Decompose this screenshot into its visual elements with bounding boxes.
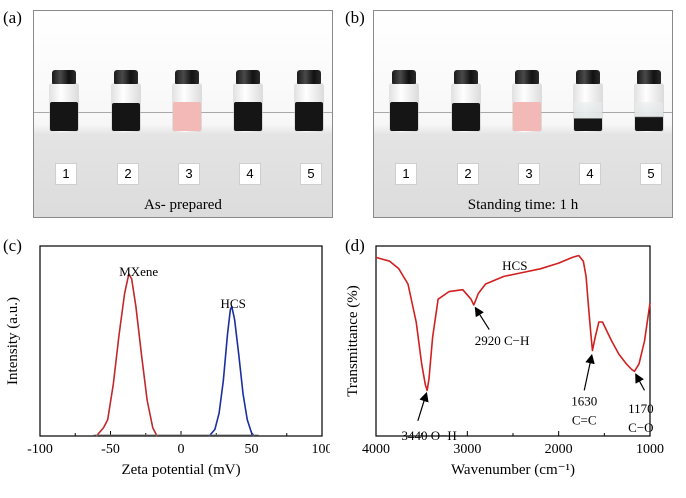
vial-glass xyxy=(634,83,664,132)
vial-cap xyxy=(576,70,600,84)
peak-annotation: 1170 xyxy=(628,401,654,416)
series-annotation: MXene xyxy=(119,264,158,279)
x-tick-label: -100 xyxy=(27,442,53,457)
vial-cap xyxy=(297,70,321,84)
vial-cap xyxy=(52,70,76,84)
zeta-potential-chart: -100 -50 0 50 100 Zeta potential (mV) Intensit… xyxy=(5,245,331,478)
vial-3 xyxy=(172,70,202,132)
vial-number-tag: 5 xyxy=(300,163,322,185)
vial-number-tag: 2 xyxy=(457,163,479,185)
vial-2 xyxy=(111,70,141,132)
vial-glass xyxy=(233,83,263,132)
vial-liquid xyxy=(452,102,480,131)
peak-annotation: 3440 O−H xyxy=(401,428,456,443)
panel-label-d: (d) xyxy=(345,236,365,255)
vial-1 xyxy=(49,70,79,132)
vial-liquid xyxy=(390,101,418,131)
series-line-mxene xyxy=(95,273,158,437)
vial-cap xyxy=(454,70,478,84)
vial-glass xyxy=(512,83,542,132)
vial-3 xyxy=(512,70,542,132)
x-tick-label: 2000 xyxy=(545,442,573,457)
vial-liquid xyxy=(574,101,602,131)
vial-liquid xyxy=(112,102,140,131)
vial-number-tag: 4 xyxy=(239,163,261,185)
vial-glass xyxy=(172,83,202,132)
vial-number-tag: 3 xyxy=(518,163,540,185)
x-tick-label: 3000 xyxy=(453,442,481,457)
vial-5 xyxy=(294,70,324,132)
vial-5 xyxy=(634,70,664,132)
vial-cap xyxy=(392,70,416,84)
vial-liquid xyxy=(234,101,262,131)
vial-cap xyxy=(175,70,199,84)
peak-annotation: 2920 C−H xyxy=(475,333,530,348)
vial-cap xyxy=(637,70,661,84)
photo-standing-1h: Standing time: 1 h 1 2 3 4 5 xyxy=(373,10,673,218)
vial-4 xyxy=(233,70,263,132)
vial-number-tag: 3 xyxy=(178,163,200,185)
ftir-spectrum-chart: 4000 3000 2000 1000 Wavenumber (cm⁻¹) Transmi… xyxy=(346,245,664,478)
vial-liquid xyxy=(513,101,541,131)
vial-cap xyxy=(236,70,260,84)
vial-glass xyxy=(389,83,419,132)
vial-liquid xyxy=(50,101,78,131)
vial-liquid xyxy=(635,101,663,131)
series-annotation: HCS xyxy=(221,296,246,311)
vial-2 xyxy=(451,70,481,132)
series-line-hcs xyxy=(208,305,255,437)
series-line-ftir xyxy=(375,254,651,392)
panel-label-a: (a) xyxy=(3,8,22,27)
vial-cap xyxy=(515,70,539,84)
panel-label-b: (b) xyxy=(345,8,365,27)
chart-title: HCS xyxy=(502,258,527,273)
vial-glass xyxy=(111,83,141,132)
x-tick-label: -50 xyxy=(101,442,120,457)
vial-number-tag: 1 xyxy=(395,163,417,185)
vial-1 xyxy=(389,70,419,132)
plot-frame xyxy=(39,245,323,437)
x-axis-label: Zeta potential (mV) xyxy=(121,462,240,478)
x-tick-label: 50 xyxy=(245,442,259,457)
vial-number-tag: 2 xyxy=(117,163,139,185)
vial-number-tag: 4 xyxy=(579,163,601,185)
x-tick-label: 0 xyxy=(178,442,185,457)
peak-annotation: C−O xyxy=(628,420,653,435)
photo-as-prepared: As- prepared 1 2 3 4 5 xyxy=(33,10,333,218)
vial-glass xyxy=(49,83,79,132)
y-axis-label: Intensity (a.u.) xyxy=(5,297,21,385)
vial-4 xyxy=(573,70,603,132)
vial-number-tag: 5 xyxy=(640,163,662,185)
photo-caption: As- prepared xyxy=(144,197,222,213)
vial-glass xyxy=(451,83,481,132)
vial-liquid xyxy=(173,101,201,131)
photo-caption: Standing time: 1 h xyxy=(467,197,579,213)
peak-annotation: 1630 xyxy=(571,394,597,409)
vial-glass xyxy=(294,83,324,132)
x-tick-label: 100 xyxy=(312,442,331,457)
annotation-arrow xyxy=(583,353,595,391)
vial-glass xyxy=(573,83,603,132)
x-tick-label: 4000 xyxy=(362,442,390,457)
annotation-arrow xyxy=(417,391,429,421)
x-tick-label: 1000 xyxy=(636,442,664,457)
peak-annotation: C=C xyxy=(572,413,597,428)
vial-number-tag: 1 xyxy=(55,163,77,185)
vial-cap xyxy=(114,70,138,84)
y-axis-label: Transmittance (%) xyxy=(346,285,361,397)
x-axis-label: Wavenumber (cm⁻¹) xyxy=(451,462,575,478)
annotation-arrow xyxy=(635,373,646,391)
vial-liquid xyxy=(295,101,323,131)
annotation-arrow xyxy=(474,306,490,330)
panel-label-c: (c) xyxy=(3,236,22,255)
